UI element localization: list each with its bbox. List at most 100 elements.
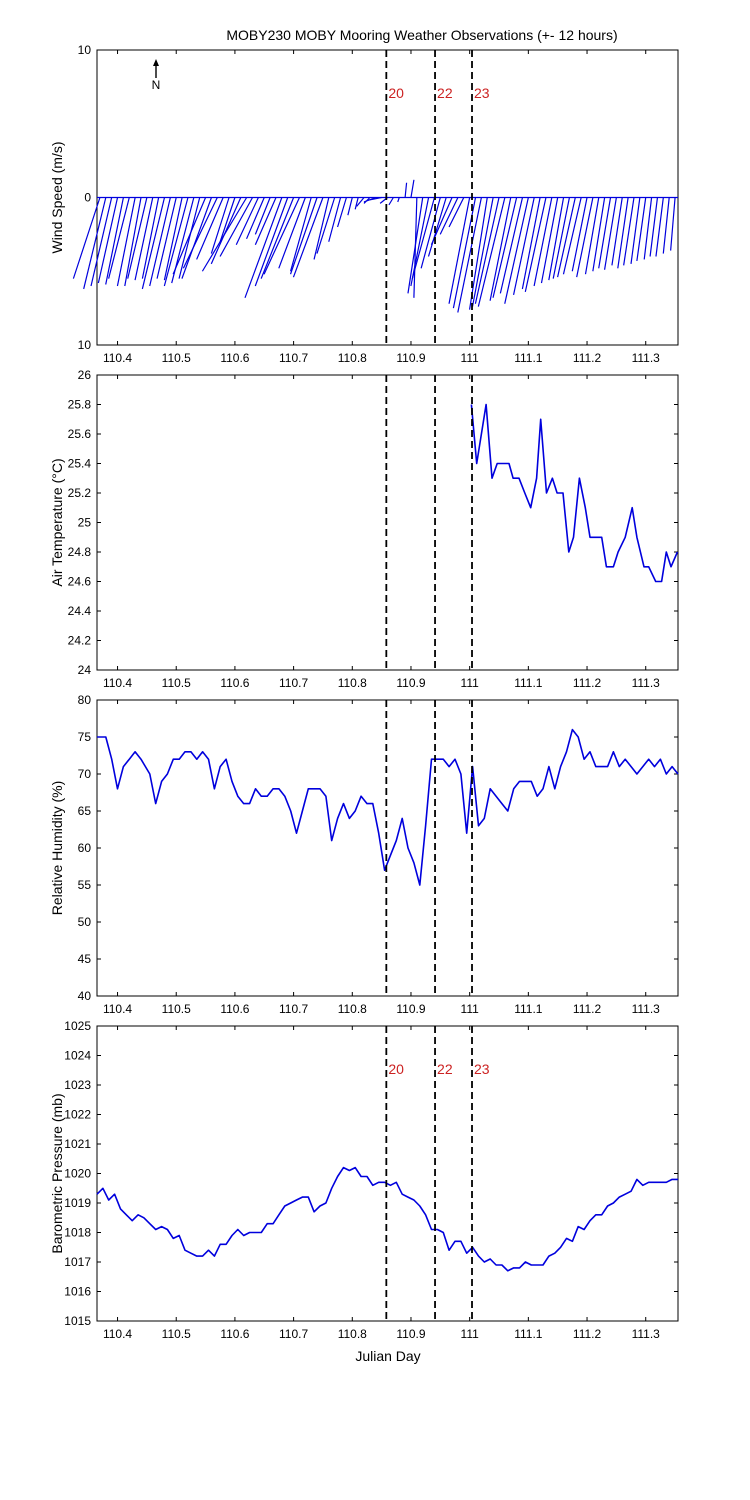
x-tick-label: 111.3	[632, 1002, 661, 1016]
x-tick-label: 111.2	[573, 1002, 602, 1016]
y-tick-label: 45	[78, 952, 92, 966]
wind-vector	[210, 197, 242, 265]
x-tick-label: 110.5	[162, 1327, 191, 1341]
x-tick-label: 110.5	[162, 351, 191, 365]
x-tick-label: 111	[461, 676, 480, 690]
wind-vector	[289, 197, 312, 272]
wind-vector	[611, 197, 623, 266]
wind-vector	[116, 197, 136, 287]
wind-vector	[557, 197, 576, 278]
wind-vector	[134, 197, 154, 281]
marker-label: 22	[437, 85, 453, 101]
wind-vector	[141, 197, 166, 290]
chart-panel-3: 110.4 110.5 110.6 110.7 110.8 110.9 111 111.1 11…	[49, 693, 679, 1016]
x-tick-label: 110.6	[220, 351, 249, 365]
wind-vector	[127, 197, 148, 279]
wind-vector	[347, 197, 353, 216]
y-tick-label: 24.4	[68, 604, 92, 618]
y-tick-label: 40	[78, 989, 92, 1003]
chart-panel-2: 110.4 110.5 110.6 110.7 110.8 110.9 111 111.1 11…	[49, 368, 679, 690]
y-tick-label: 50	[78, 915, 92, 929]
x-axis-label: Julian Day	[355, 1348, 420, 1364]
wind-vector	[471, 197, 494, 307]
y-tick-label: 25.6	[68, 427, 92, 441]
wind-vector	[210, 197, 230, 254]
y-tick-label: 24.2	[68, 634, 92, 648]
y-tick-label: 60	[78, 841, 92, 855]
wind-vector	[439, 197, 459, 235]
wind-vector	[336, 197, 347, 228]
wind-vector	[156, 197, 177, 279]
wind-vector	[163, 197, 189, 287]
wind-vector	[584, 197, 600, 275]
wind-vector	[397, 197, 400, 203]
y-axis-label: Wind Speed (m/s)	[49, 141, 65, 253]
wind-vector	[670, 197, 676, 251]
wind-vector	[643, 197, 653, 260]
y-tick-label: 10	[78, 43, 92, 57]
x-tick-label: 111	[461, 1327, 480, 1341]
y-tick-label: 1020	[64, 1167, 91, 1181]
wind-vector	[562, 197, 582, 275]
wind-vector	[124, 197, 142, 287]
y-tick-label: 25.4	[68, 457, 92, 471]
wind-vector	[427, 197, 447, 257]
data-series-line	[96, 1166, 678, 1272]
y-tick-label: 70	[78, 767, 92, 781]
x-tick-label: 111.3	[632, 351, 661, 365]
wind-vector	[141, 197, 160, 279]
y-tick-label: 1015	[64, 1314, 91, 1328]
wind-vector	[662, 197, 670, 254]
data-series-line	[97, 728, 679, 886]
wind-vector	[477, 197, 506, 307]
wind-vector	[655, 197, 664, 257]
wind-vector	[235, 197, 259, 245]
wind-vector	[552, 197, 571, 279]
wind-vector	[72, 197, 101, 279]
wind-vector	[623, 197, 635, 266]
wind-vector	[278, 197, 306, 269]
wind-vector	[598, 197, 612, 269]
y-tick-label: 25.8	[68, 398, 92, 412]
x-tick-label: 111.3	[632, 676, 661, 690]
y-tick-label: 1019	[64, 1196, 91, 1210]
wind-vector	[356, 197, 365, 207]
y-tick-label: 1025	[64, 1019, 91, 1033]
wind-vector	[388, 197, 394, 206]
wind-vector	[316, 197, 336, 254]
x-tick-label: 111	[461, 1002, 480, 1016]
wind-vector	[407, 197, 424, 294]
x-tick-label: 110.8	[338, 1002, 367, 1016]
x-tick-label: 110.4	[103, 676, 132, 690]
wind-vector	[201, 197, 248, 272]
wind-vector	[263, 197, 301, 275]
x-tick-label: 111.3	[632, 1327, 661, 1341]
wind-vector	[468, 197, 488, 310]
x-tick-label: 110.5	[162, 676, 191, 690]
figure-title: MOBY230 MOBY Mooring Weather Observation…	[226, 27, 617, 43]
wind-vector	[254, 197, 271, 235]
wind-vector	[219, 197, 254, 257]
y-tick-label: 75	[78, 730, 92, 744]
y-tick-label: 24	[78, 663, 92, 677]
wind-vector	[430, 197, 453, 245]
wind-vector	[105, 197, 124, 285]
wind-vector	[571, 197, 588, 272]
y-tick-label: 1023	[64, 1078, 91, 1092]
x-tick-label: 111	[461, 351, 480, 365]
x-tick-label: 111.2	[573, 676, 602, 690]
y-tick-label: 55	[78, 878, 92, 892]
north-label: N	[152, 78, 161, 92]
x-tick-label: 111.2	[573, 351, 602, 365]
marker-label: 20	[388, 1061, 404, 1077]
wind-vector	[163, 197, 183, 281]
y-tick-label: 1022	[64, 1108, 91, 1122]
chart-panel-4: 110.4 110.5 110.6 110.7 110.8 110.9 111 111.1 11…	[49, 1019, 679, 1341]
x-tick-label: 110.8	[338, 1327, 367, 1341]
wind-vector	[172, 197, 207, 275]
wind-vector	[313, 197, 330, 260]
x-tick-label: 110.9	[396, 1002, 425, 1016]
plot-frame	[96, 699, 679, 997]
wind-vector	[411, 197, 436, 279]
